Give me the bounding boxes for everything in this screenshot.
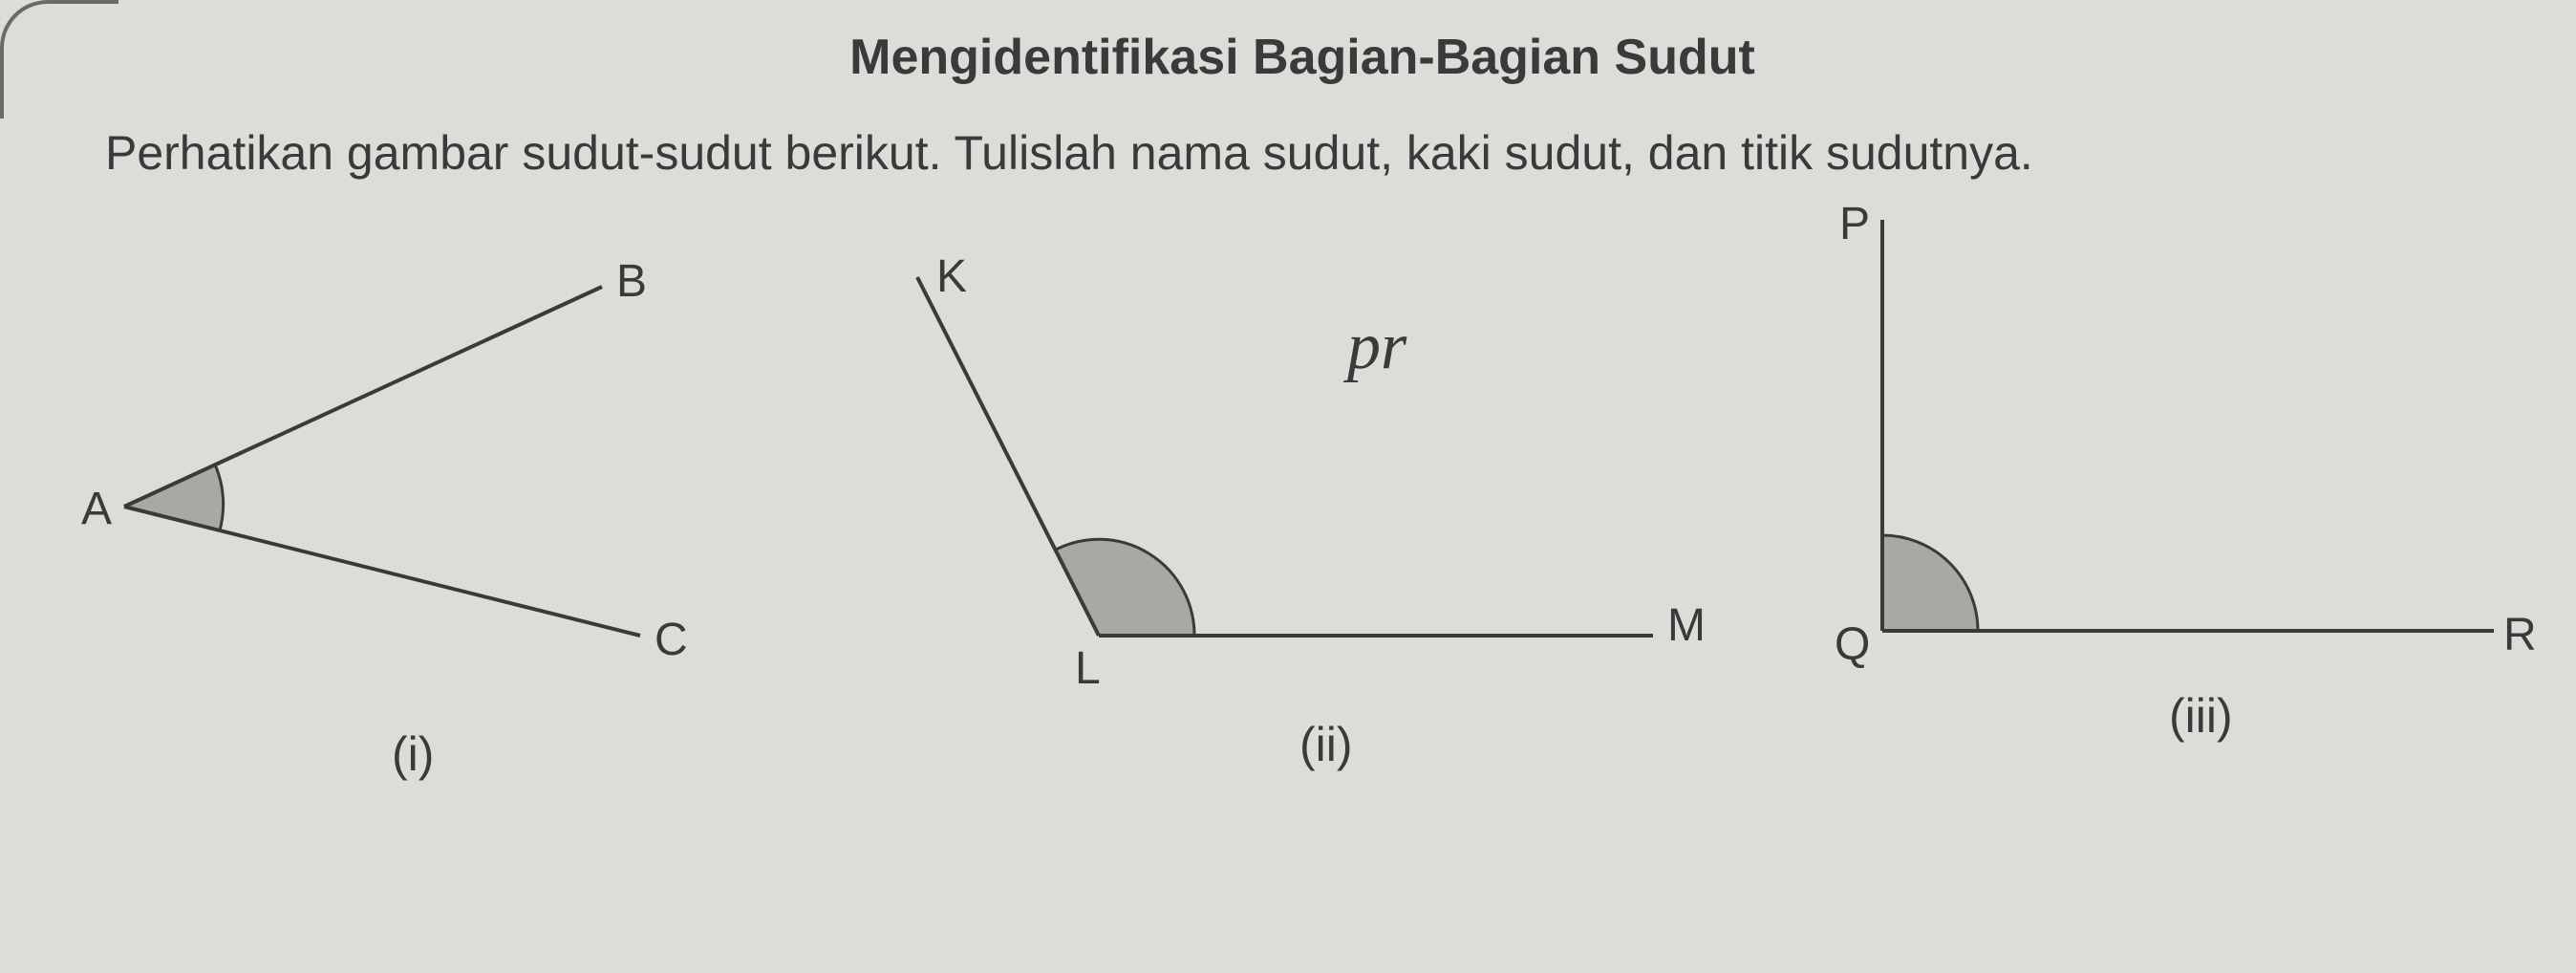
label-P: P xyxy=(1839,199,1870,249)
figure-ii: K L M pr (ii) xyxy=(850,258,1710,755)
label-L: L xyxy=(1075,643,1101,694)
caption-ii: (ii) xyxy=(1299,717,1353,772)
caption-iii: (iii) xyxy=(2169,688,2233,744)
label-M: M xyxy=(1667,600,1706,651)
corner-decoration xyxy=(0,0,118,119)
figure-i: A B C (i) xyxy=(105,268,698,765)
angle-i-ray-ab xyxy=(124,287,602,507)
angle-ii-svg: K L M pr xyxy=(850,258,1710,679)
figures-row: A B C (i) K L M pr (ii) xyxy=(105,229,2500,841)
angle-ii-ray-lk xyxy=(917,277,1099,636)
label-R: R xyxy=(2503,610,2537,660)
angle-i-ray-ac xyxy=(124,507,640,636)
instruction-text: Perhatikan gambar sudut-sudut berikut. T… xyxy=(105,115,2500,191)
label-Q: Q xyxy=(1835,619,1870,670)
label-C: C xyxy=(655,615,688,665)
angle-iii-svg: P Q R xyxy=(1806,201,2532,669)
page-container: Mengidentifikasi Bagian-Bagian Sudut Per… xyxy=(0,0,2576,973)
page-title: Mengidentifikasi Bagian-Bagian Sudut xyxy=(105,29,2500,86)
angle-ii-shade xyxy=(1056,539,1194,636)
label-B: B xyxy=(616,256,647,307)
angle-i-svg: A B C xyxy=(105,268,698,688)
label-A: A xyxy=(81,484,112,534)
handwritten-pr: pr xyxy=(1342,310,1407,383)
label-K: K xyxy=(936,251,967,302)
caption-i: (i) xyxy=(392,726,434,782)
figure-iii: P Q R (iii) xyxy=(1806,201,2532,755)
